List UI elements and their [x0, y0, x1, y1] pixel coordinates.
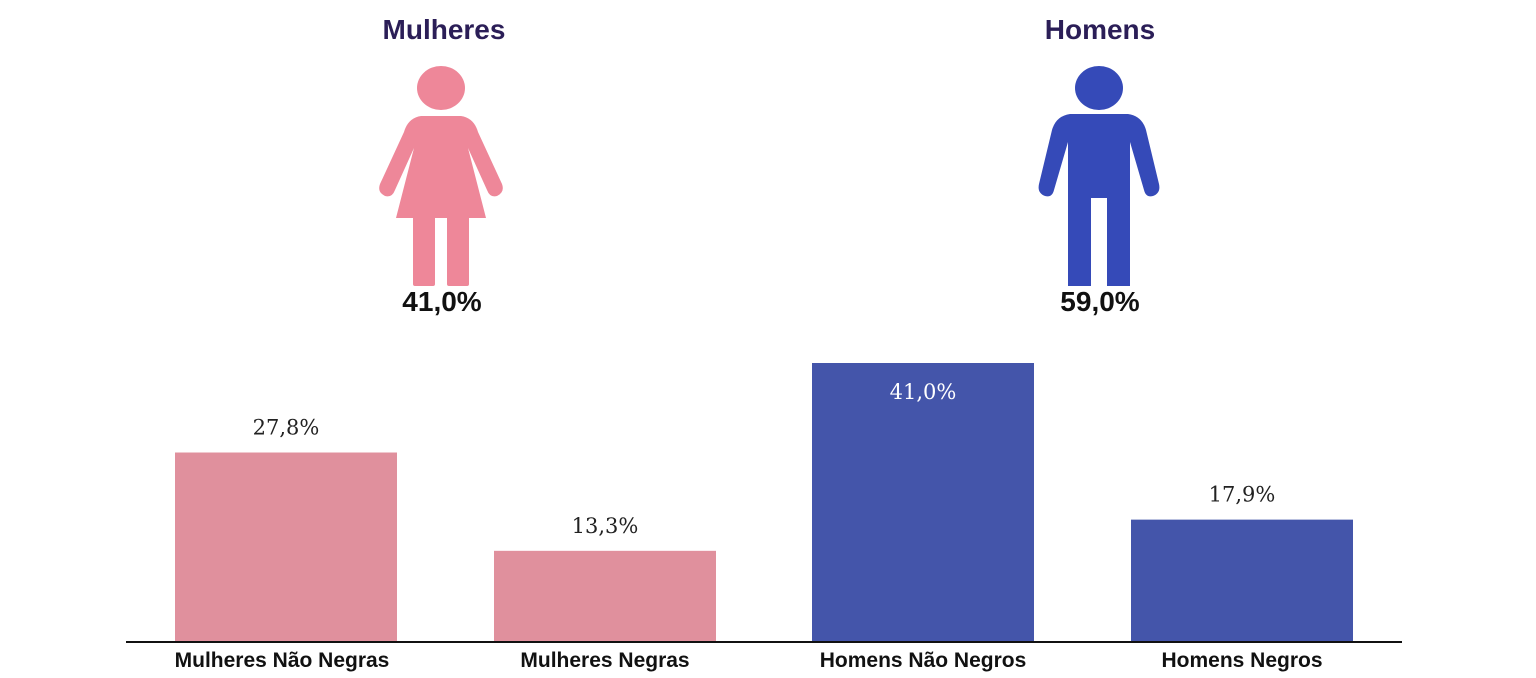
bar-value-label-3: 17,9% — [1209, 483, 1276, 507]
bar-3 — [1131, 519, 1353, 641]
man-icon — [1038, 66, 1160, 286]
group-title-mulheres: Mulheres — [382, 14, 506, 45]
category-label-0: Mulheres Não Negras — [175, 649, 390, 672]
category-label-1: Mulheres Negras — [520, 649, 689, 672]
category-label-3: Homens Negros — [1161, 649, 1322, 672]
bar-2 — [812, 363, 1034, 641]
group-percent-homens: 59,0% — [1060, 286, 1140, 317]
woman-icon — [379, 66, 503, 286]
bar-value-label-1: 13,3% — [572, 514, 639, 538]
bar-1 — [494, 550, 716, 641]
bar-value-label-0: 27,8% — [253, 416, 320, 440]
bar-value-label-2: 41,0% — [890, 380, 957, 404]
bar-0 — [175, 452, 397, 641]
group-percent-mulheres: 41,0% — [402, 286, 482, 317]
category-label-2: Homens Não Negros — [820, 649, 1027, 672]
group-title-homens: Homens — [1044, 14, 1156, 45]
